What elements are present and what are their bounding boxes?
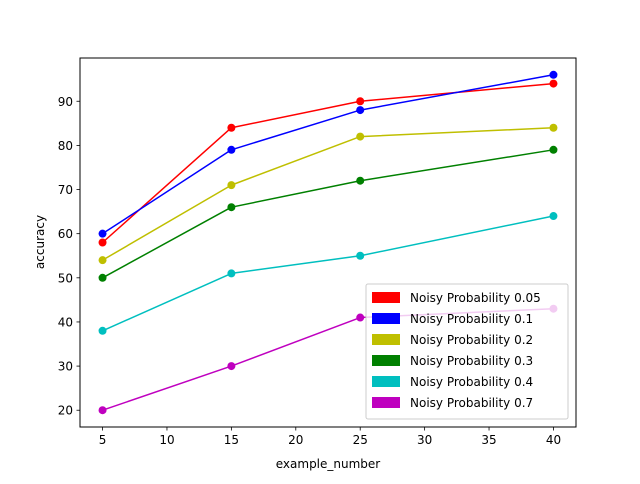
y-axis-ticks: 20 30 40 50 60 70 80 90 [58,95,80,418]
series-5 [98,212,558,335]
y-tick-label: 20 [58,404,73,418]
data-point [98,229,107,238]
data-point [227,145,236,154]
data-point [98,406,107,415]
series-4 [98,145,558,282]
y-axis-label: accuracy [33,215,47,269]
series-2 [98,70,558,238]
y-tick-label: 60 [58,227,73,241]
y-tick-label: 80 [58,139,73,153]
series-line [102,82,554,244]
legend-swatch [372,334,400,345]
data-point [549,212,558,221]
legend-swatch [372,292,400,303]
legend-label: Noisy Probability 0.3 [410,354,533,368]
x-tick-label: 25 [353,433,368,447]
series-line [102,149,554,279]
data-point [356,132,365,141]
data-point [98,256,107,265]
data-point [356,176,365,185]
series-line [102,215,554,332]
x-tick-label: 30 [417,433,432,447]
data-point [356,313,365,322]
legend-label: Noisy Probability 0.1 [410,312,533,326]
series-1 [98,79,558,247]
y-tick-label: 90 [58,95,73,109]
plot-frame [79,57,577,428]
data-point [356,97,365,106]
y-tick-label: 30 [58,360,73,374]
data-point [227,203,236,212]
legend-box [365,283,569,420]
x-tick-label: 10 [159,433,174,447]
x-tick-label: 5 [99,433,107,447]
y-tick-label: 70 [58,183,73,197]
data-point [356,251,365,260]
series-3 [98,123,558,265]
x-tick-label: 35 [481,433,496,447]
data-point [356,106,365,115]
x-axis-ticks: 5 10 15 20 25 30 35 40 [99,427,561,447]
data-point [227,269,236,278]
data-point [98,326,107,335]
x-tick-label: 20 [288,433,303,447]
y-tick-label: 40 [58,315,73,329]
data-point [98,238,107,247]
data-point [227,123,236,132]
legend: Noisy Probability 0.05 Noisy Probability … [365,283,569,420]
legend-label: Noisy Probability 0.05 [410,291,541,305]
data-point [227,181,236,190]
legend-label: Noisy Probability 0.2 [410,333,533,347]
y-tick-label: 50 [58,271,73,285]
data-point [549,70,558,79]
x-tick-label: 40 [546,433,561,447]
x-tick-label: 15 [224,433,239,447]
series-line [102,126,554,261]
data-point [98,273,107,282]
data-point [549,123,558,132]
series-line [102,74,554,235]
data-point [549,79,558,88]
x-axis-label: example_number [276,457,381,471]
legend-swatch [372,397,400,408]
legend-swatch [372,313,400,324]
legend-label: Noisy Probability 0.7 [410,396,533,410]
legend-label: Noisy Probability 0.4 [410,375,533,389]
legend-swatch [372,355,400,366]
legend-swatch [372,376,400,387]
data-point [549,145,558,154]
data-point [227,362,236,371]
